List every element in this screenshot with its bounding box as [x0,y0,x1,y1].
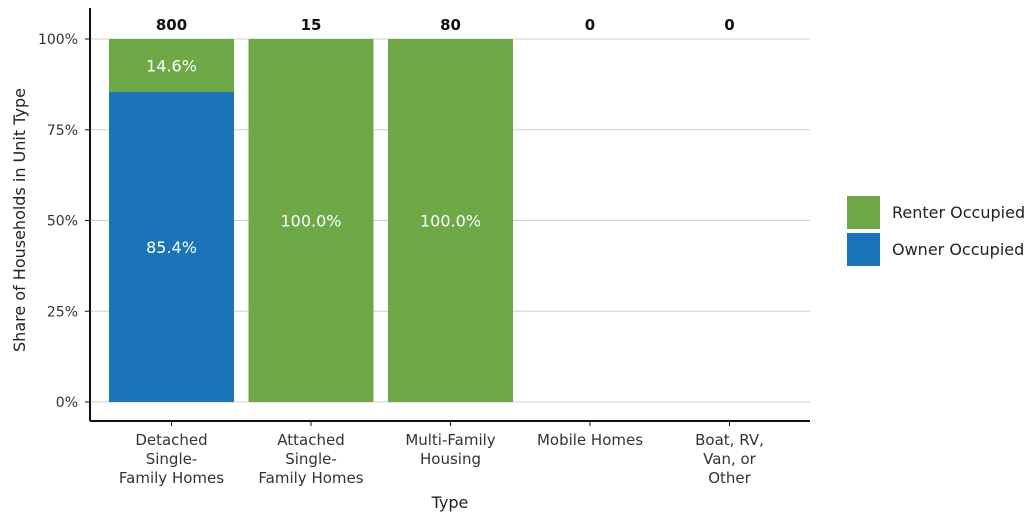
bar-total-label: 0 [585,16,595,34]
x-tick-label-line: Housing [420,450,481,468]
x-tick-label: Multi-Family Housing [405,431,495,468]
x-tick-label: Attached Single-Family Homes [258,431,363,487]
x-tick-label: Detached Single-Family Homes [119,431,224,487]
y-tick-label: 75% [47,123,78,139]
legend-swatch [847,196,880,229]
x-tick-label: Mobile Homes [537,431,643,449]
bar-segment [109,91,234,403]
bar-segment [388,39,513,402]
x-tick-label-line: Single- [285,450,337,468]
x-tick-label-line: Family Homes [119,469,224,487]
x-tick-label-line: Multi-Family [405,431,495,449]
y-tick-label: 100% [38,32,78,48]
x-axis-title: Type [431,493,469,512]
x-tick-label-line: Other [708,469,751,487]
x-tick-label-line: Detached [135,431,207,449]
x-tick-label: Boat, RV, Van, or Other [695,431,764,487]
y-tick-label: 25% [47,304,78,320]
bar-total-label: 80 [440,16,461,34]
bar-total-label: 0 [724,16,734,34]
y-tick-label: 0% [56,395,78,411]
bar-total-label: 800 [156,16,187,34]
y-axis-title: Share of Households in Unit Type [10,88,29,352]
x-tick-label-line: Attached [277,431,344,449]
data-label: 100.0% [280,212,341,231]
x-tick-label-line: Single- [146,450,198,468]
legend-swatch [847,233,880,266]
y-tick-label: 50% [47,214,78,230]
legend-label: Renter Occupied [892,203,1025,222]
x-tick-label-line: Van, or [703,450,757,468]
data-label: 85.4% [146,238,197,257]
data-label: 14.6% [146,56,197,75]
bar-segment [248,39,374,402]
data-label: 100.0% [420,212,481,231]
x-tick-label-line: Family Homes [258,469,363,487]
bar-total-label: 15 [301,16,322,34]
x-tick-label-line: Mobile Homes [537,431,643,449]
legend-label: Owner Occupied [892,240,1024,259]
x-tick-label-line: Boat, RV, [695,431,764,449]
bar-segment [109,39,234,92]
